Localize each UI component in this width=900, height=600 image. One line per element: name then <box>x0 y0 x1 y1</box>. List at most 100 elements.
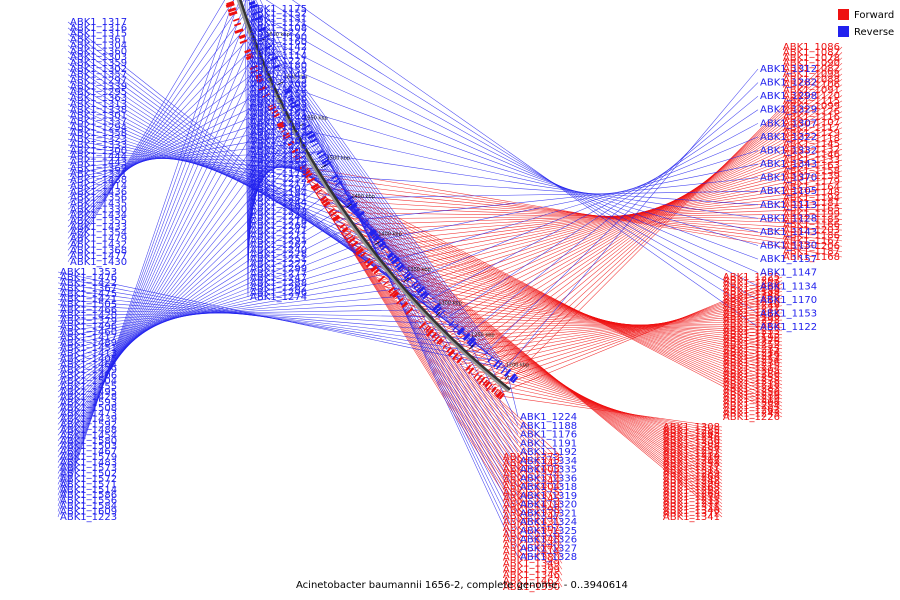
forward-gene-label: ABK1_1082 <box>783 64 840 75</box>
reverse-gene-leader-line <box>247 18 495 359</box>
reverse-gene-feature <box>416 286 426 295</box>
forward-gene-label: ABK1_1310 <box>663 452 720 463</box>
reverse-gene-label: ABK1_1573 <box>60 463 117 474</box>
reverse-gene-label: ABK1_1413 <box>60 349 117 360</box>
reverse-gene-leader-line <box>57 304 459 326</box>
reverse-gene-feature <box>350 203 358 210</box>
forward-gene-label: ABK1_1086 <box>783 42 840 53</box>
reverse-gene-label: ABK1_1325 <box>520 526 577 537</box>
forward-gene-leader-line <box>414 320 563 505</box>
reverse-gene-label: ABK1_1363 <box>70 93 127 104</box>
reverse-gene-leader-line <box>57 0 247 507</box>
forward-gene-label: ABK1_1099 <box>783 101 840 112</box>
reverse-gene-label: ABK1_1216 <box>250 216 307 227</box>
forward-gene-label: ABK1_1341 <box>663 512 720 523</box>
forward-gene-label: ABK1_1373 <box>503 452 560 463</box>
forward-gene-feature <box>327 208 335 214</box>
reverse-gene-label: ABK1_1335 <box>520 465 577 476</box>
forward-gene-label: ABK1_1235 <box>723 344 780 355</box>
forward-gene-label: ABK1_1146 <box>783 150 840 161</box>
forward-gene-label: ABK1_1371 <box>663 502 720 513</box>
reverse-gene-label: ABK1_1113 <box>760 200 817 211</box>
legend-forward-label: Forward <box>854 10 894 21</box>
reverse-gene-label: ABK1_1359 <box>70 58 127 69</box>
forward-gene-leader-line <box>471 291 783 376</box>
reverse-gene-leader-line <box>67 33 268 228</box>
forward-gene-feature <box>225 2 235 8</box>
forward-gene-label: ABK1_1342 <box>503 458 560 469</box>
forward-gene-label: ABK1_1166 <box>783 220 840 231</box>
forward-gene-leader-line <box>332 213 843 220</box>
forward-gene-label: ABK1_1115 <box>783 96 840 107</box>
reverse-gene-leader-line <box>57 154 326 414</box>
forward-gene-feature <box>482 379 488 386</box>
forward-gene-leader-line <box>311 186 783 407</box>
reverse-gene-label: ABK1_1454 <box>60 430 117 441</box>
forward-gene-label: ABK1_1098 <box>783 69 840 80</box>
reverse-gene-label: ABK1_1324 <box>520 517 577 528</box>
forward-gene-label: ABK1_1403 <box>503 464 560 475</box>
reverse-gene-label: ABK1_1155 <box>250 89 307 100</box>
reverse-gene-label: ABK1_1142 <box>250 42 307 53</box>
reverse-gene-label: ABK1_1314 <box>70 181 127 192</box>
forward-gene-feature <box>377 275 386 283</box>
reverse-gene-leader-line <box>247 8 507 369</box>
reverse-gene-leader-line <box>67 77 286 204</box>
reverse-gene-leader-line <box>57 260 400 349</box>
reverse-gene-feature <box>361 219 369 225</box>
reverse-gene-feature <box>487 356 493 363</box>
reverse-gene-label: ABK1_1358 <box>70 128 127 139</box>
forward-gene-label: ABK1_1213 <box>723 329 780 340</box>
reverse-gene-label: ABK1_1195 <box>250 165 307 176</box>
forward-gene-leader-line <box>360 257 563 540</box>
forward-gene-leader-line <box>374 274 783 357</box>
forward-gene-feature <box>310 183 320 190</box>
reverse-gene-label: ABK1_1170 <box>760 295 817 306</box>
reverse-gene-feature <box>356 210 365 219</box>
reverse-gene-leader-line <box>460 327 519 435</box>
reverse-gene-feature <box>452 324 459 331</box>
reverse-gene-label: ABK1_1433 <box>70 222 127 233</box>
reverse-gene-label: ABK1_1356 <box>70 193 127 204</box>
forward-gene-feature <box>493 388 499 395</box>
forward-gene-label: ABK1_1225 <box>723 272 780 283</box>
reverse-gene-leader-line <box>57 7 258 496</box>
reverse-gene-leader-line <box>292 0 759 328</box>
reverse-gene-label: ABK1_1122 <box>760 322 817 333</box>
reverse-gene-feature <box>402 270 410 277</box>
scale-tick-mark <box>321 164 327 169</box>
reverse-gene-label: ABK1_1504 <box>60 376 117 387</box>
reverse-gene-feature <box>349 201 358 208</box>
reverse-gene-label: ABK1_1337 <box>70 117 127 128</box>
forward-gene-leader-line <box>397 302 723 468</box>
reverse-gene-label: ABK1_1161 <box>250 108 307 119</box>
reverse-gene-leader-line <box>57 0 234 518</box>
reverse-gene-feature <box>316 150 323 156</box>
forward-gene-leader-line <box>307 179 783 411</box>
forward-gene-feature <box>271 109 278 115</box>
reverse-gene-feature <box>347 199 355 205</box>
forward-gene-label: ABK1_1340 <box>663 505 720 516</box>
forward-gene-leader-line <box>368 267 723 481</box>
forward-gene-label: ABK1_1399 <box>503 564 560 575</box>
reverse-gene-feature <box>415 286 422 292</box>
reverse-gene-label: ABK1_1259 <box>250 160 307 171</box>
reverse-gene-label: ABK1_1153 <box>760 308 817 319</box>
reverse-gene-leader-line <box>57 145 320 420</box>
forward-gene-feature <box>498 392 505 400</box>
reverse-gene-label: ABK1_1174 <box>250 84 307 95</box>
forward-gene-feature <box>387 286 395 293</box>
forward-gene-label: ABK1_1164 <box>783 182 840 193</box>
reverse-gene-label: ABK1_1178 <box>250 169 307 180</box>
forward-gene-label: ABK1_1107 <box>783 117 840 128</box>
reverse-gene-leader-line <box>247 150 348 191</box>
reverse-gene-feature <box>462 332 471 341</box>
reverse-gene-leader-line <box>57 135 315 425</box>
reverse-gene-leader-line <box>467 95 759 335</box>
reverse-gene-label: ABK1_1274 <box>250 292 307 303</box>
reverse-gene-leader-line <box>57 298 466 333</box>
reverse-gene-leader-line <box>67 150 336 173</box>
reverse-gene-label: ABK1_1294 <box>70 122 127 133</box>
reverse-gene-label: ABK1_1173 <box>250 127 307 138</box>
